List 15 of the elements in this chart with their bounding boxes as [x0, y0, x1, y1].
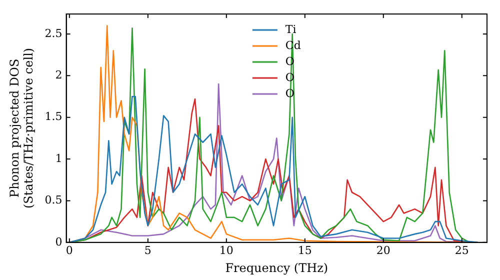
y-tick-label: 1.5	[44, 110, 62, 124]
x-tick-label: 20	[376, 244, 390, 257]
x-tick-label: 0	[66, 244, 73, 257]
y-tick-label: 1	[55, 152, 62, 165]
legend-label: Ti	[285, 22, 297, 36]
y-axis-title: Phonon projected DOS (States/THz·primitive cell)	[7, 48, 36, 209]
x-tick-label: 10	[219, 244, 234, 257]
y-tick-label: 2.5	[44, 26, 62, 40]
x-tick-label: 25	[454, 244, 469, 257]
y-tick-label: 2	[55, 68, 62, 82]
y-tick-label: 0	[55, 235, 62, 248]
x-axis-title: Frequency (THz)	[225, 260, 328, 275]
y-tick-label: 0.5	[44, 194, 62, 207]
x-tick-label: 5	[144, 244, 152, 257]
x-tick-label: 15	[298, 244, 312, 257]
